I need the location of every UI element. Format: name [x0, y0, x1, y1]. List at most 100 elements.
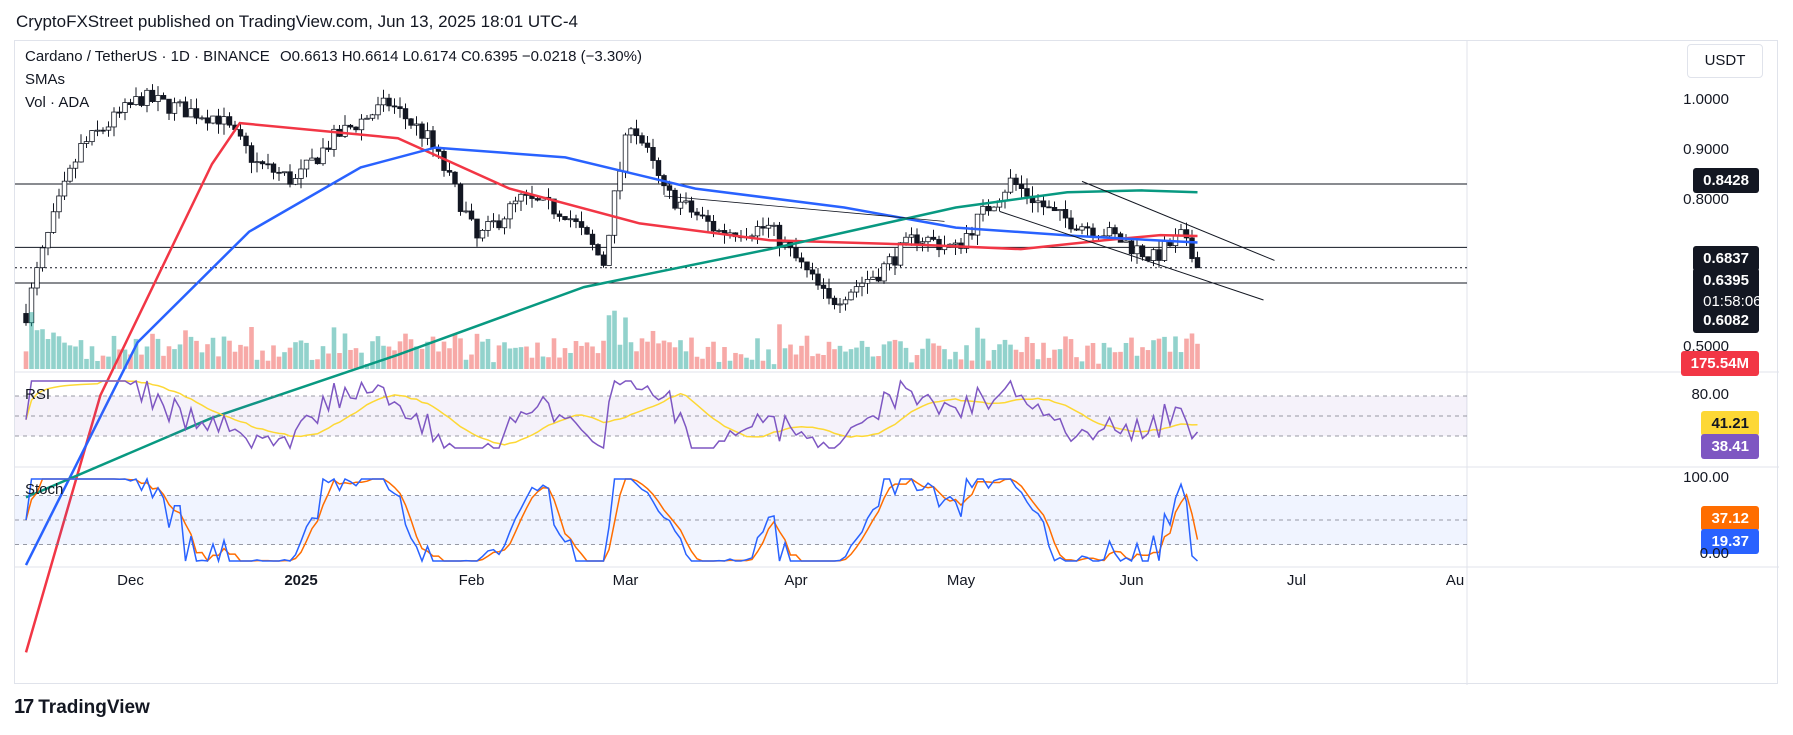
candle-body [1024, 188, 1030, 197]
volume-bar [579, 345, 584, 369]
volume-bar [744, 357, 749, 369]
candle-body [430, 130, 436, 148]
candle-body [688, 200, 695, 213]
candle-body [45, 231, 51, 249]
volume-bar [1074, 357, 1079, 369]
volume-bar [903, 347, 909, 369]
candle-body [485, 221, 491, 231]
stoch-tick: 0.00 [1699, 545, 1729, 562]
volume-bar [139, 354, 144, 369]
chart-canvas[interactable]: Dec 2025 Feb Mar Apr May Jun Jul Au [15, 41, 1779, 685]
volume-bar [892, 339, 898, 369]
candle-body [793, 247, 799, 259]
volume-bar [227, 340, 232, 369]
volume-bar [62, 342, 67, 369]
candle-body [573, 218, 579, 222]
volume-bar [106, 356, 111, 369]
sma-legend[interactable]: SMAs [25, 71, 66, 88]
chart-frame[interactable]: Dec 2025 Feb Mar Apr May Jun Jul Au Cardano / Te… [14, 40, 1779, 685]
volume-bar [639, 338, 645, 369]
volume-bar [617, 344, 623, 369]
volume-bar [683, 351, 689, 369]
candle-body [259, 161, 266, 165]
volume-bar [254, 359, 260, 369]
volume-bar [392, 350, 397, 369]
volume-bar [876, 356, 881, 369]
channel-lower-line [999, 210, 1264, 301]
publisher-line: CryptoFXStreet published on TradingView.… [16, 12, 578, 31]
candle-body [265, 163, 271, 166]
volume-bar [848, 349, 854, 369]
candle-body [1035, 200, 1041, 204]
candle-body [1128, 240, 1135, 255]
candle-body [144, 89, 150, 106]
x-tick-label: May [947, 572, 976, 589]
volume-bar [540, 356, 546, 369]
candle-body [1079, 226, 1085, 231]
volume-bar [177, 344, 183, 369]
stoch-legend[interactable]: Stoch [25, 481, 64, 498]
symbol-name[interactable]: Cardano / TetherUS · 1D · BINANCE [25, 48, 270, 65]
rsi-legend[interactable]: RSI [25, 386, 51, 403]
volume-bar [716, 361, 722, 369]
volume-bar [381, 345, 386, 369]
volume-bar [249, 327, 254, 369]
volume-bar [969, 360, 975, 369]
rsi-line [25, 379, 1199, 451]
volume-bar [936, 345, 942, 369]
tradingview-logo[interactable]: 17 TradingView [14, 696, 150, 719]
volume-bar [452, 333, 458, 369]
volume-tag: 175.54M [1680, 351, 1759, 376]
volume-bar [23, 351, 29, 369]
volume-bar [1178, 352, 1184, 369]
volume-bar [188, 336, 194, 369]
volume-bar [1140, 347, 1145, 369]
volume-bar [45, 339, 51, 369]
candle-body [1046, 206, 1052, 209]
stoch-tick: 100.00 [1683, 469, 1729, 486]
volume-bar [320, 346, 326, 369]
sma-200-line [25, 189, 1198, 499]
volume-bar [975, 327, 980, 369]
candle-body [919, 241, 926, 244]
volume-bar [315, 359, 320, 369]
candle-body [963, 233, 970, 249]
volume-bar [287, 347, 293, 369]
volume-bar [271, 345, 276, 369]
candle-body [89, 130, 95, 143]
volume-bar [51, 332, 56, 369]
volume-bar [991, 349, 997, 369]
candle-body [325, 147, 332, 150]
level-tag-upper: 0.8428 [1693, 168, 1759, 193]
candle-body [1178, 229, 1184, 236]
currency-button[interactable]: USDT [1687, 44, 1763, 78]
volume-bar [826, 341, 832, 369]
candle-body [600, 254, 607, 266]
candle-body [699, 214, 706, 217]
candle-body [991, 206, 997, 212]
candle-body [133, 96, 139, 105]
candle-body [892, 256, 898, 266]
candle-body [1040, 200, 1047, 208]
candle-body [1161, 240, 1168, 261]
volume-bar [1079, 361, 1085, 369]
volume-bar [815, 353, 821, 369]
volume-bar [755, 338, 760, 369]
symbol-legend[interactable]: Cardano / TetherUS · 1D · BINANCE O0.661… [25, 48, 642, 65]
volume-bar [474, 333, 480, 369]
volume-bar [1162, 336, 1167, 369]
candle-body [72, 161, 79, 169]
volume-bar [342, 333, 348, 369]
volume-bar [507, 348, 513, 369]
volume-bar [1145, 350, 1151, 369]
volume-bar [524, 346, 529, 369]
candle-body [771, 224, 777, 227]
volume-bar [788, 344, 793, 369]
candle-body [567, 218, 574, 221]
volume-bar [1189, 333, 1195, 369]
volume-bar [216, 356, 221, 369]
volume-bar [546, 357, 551, 369]
volume-bar [804, 335, 810, 369]
volume-legend[interactable]: Vol · ADA [25, 94, 90, 111]
volume-bar [293, 342, 298, 369]
